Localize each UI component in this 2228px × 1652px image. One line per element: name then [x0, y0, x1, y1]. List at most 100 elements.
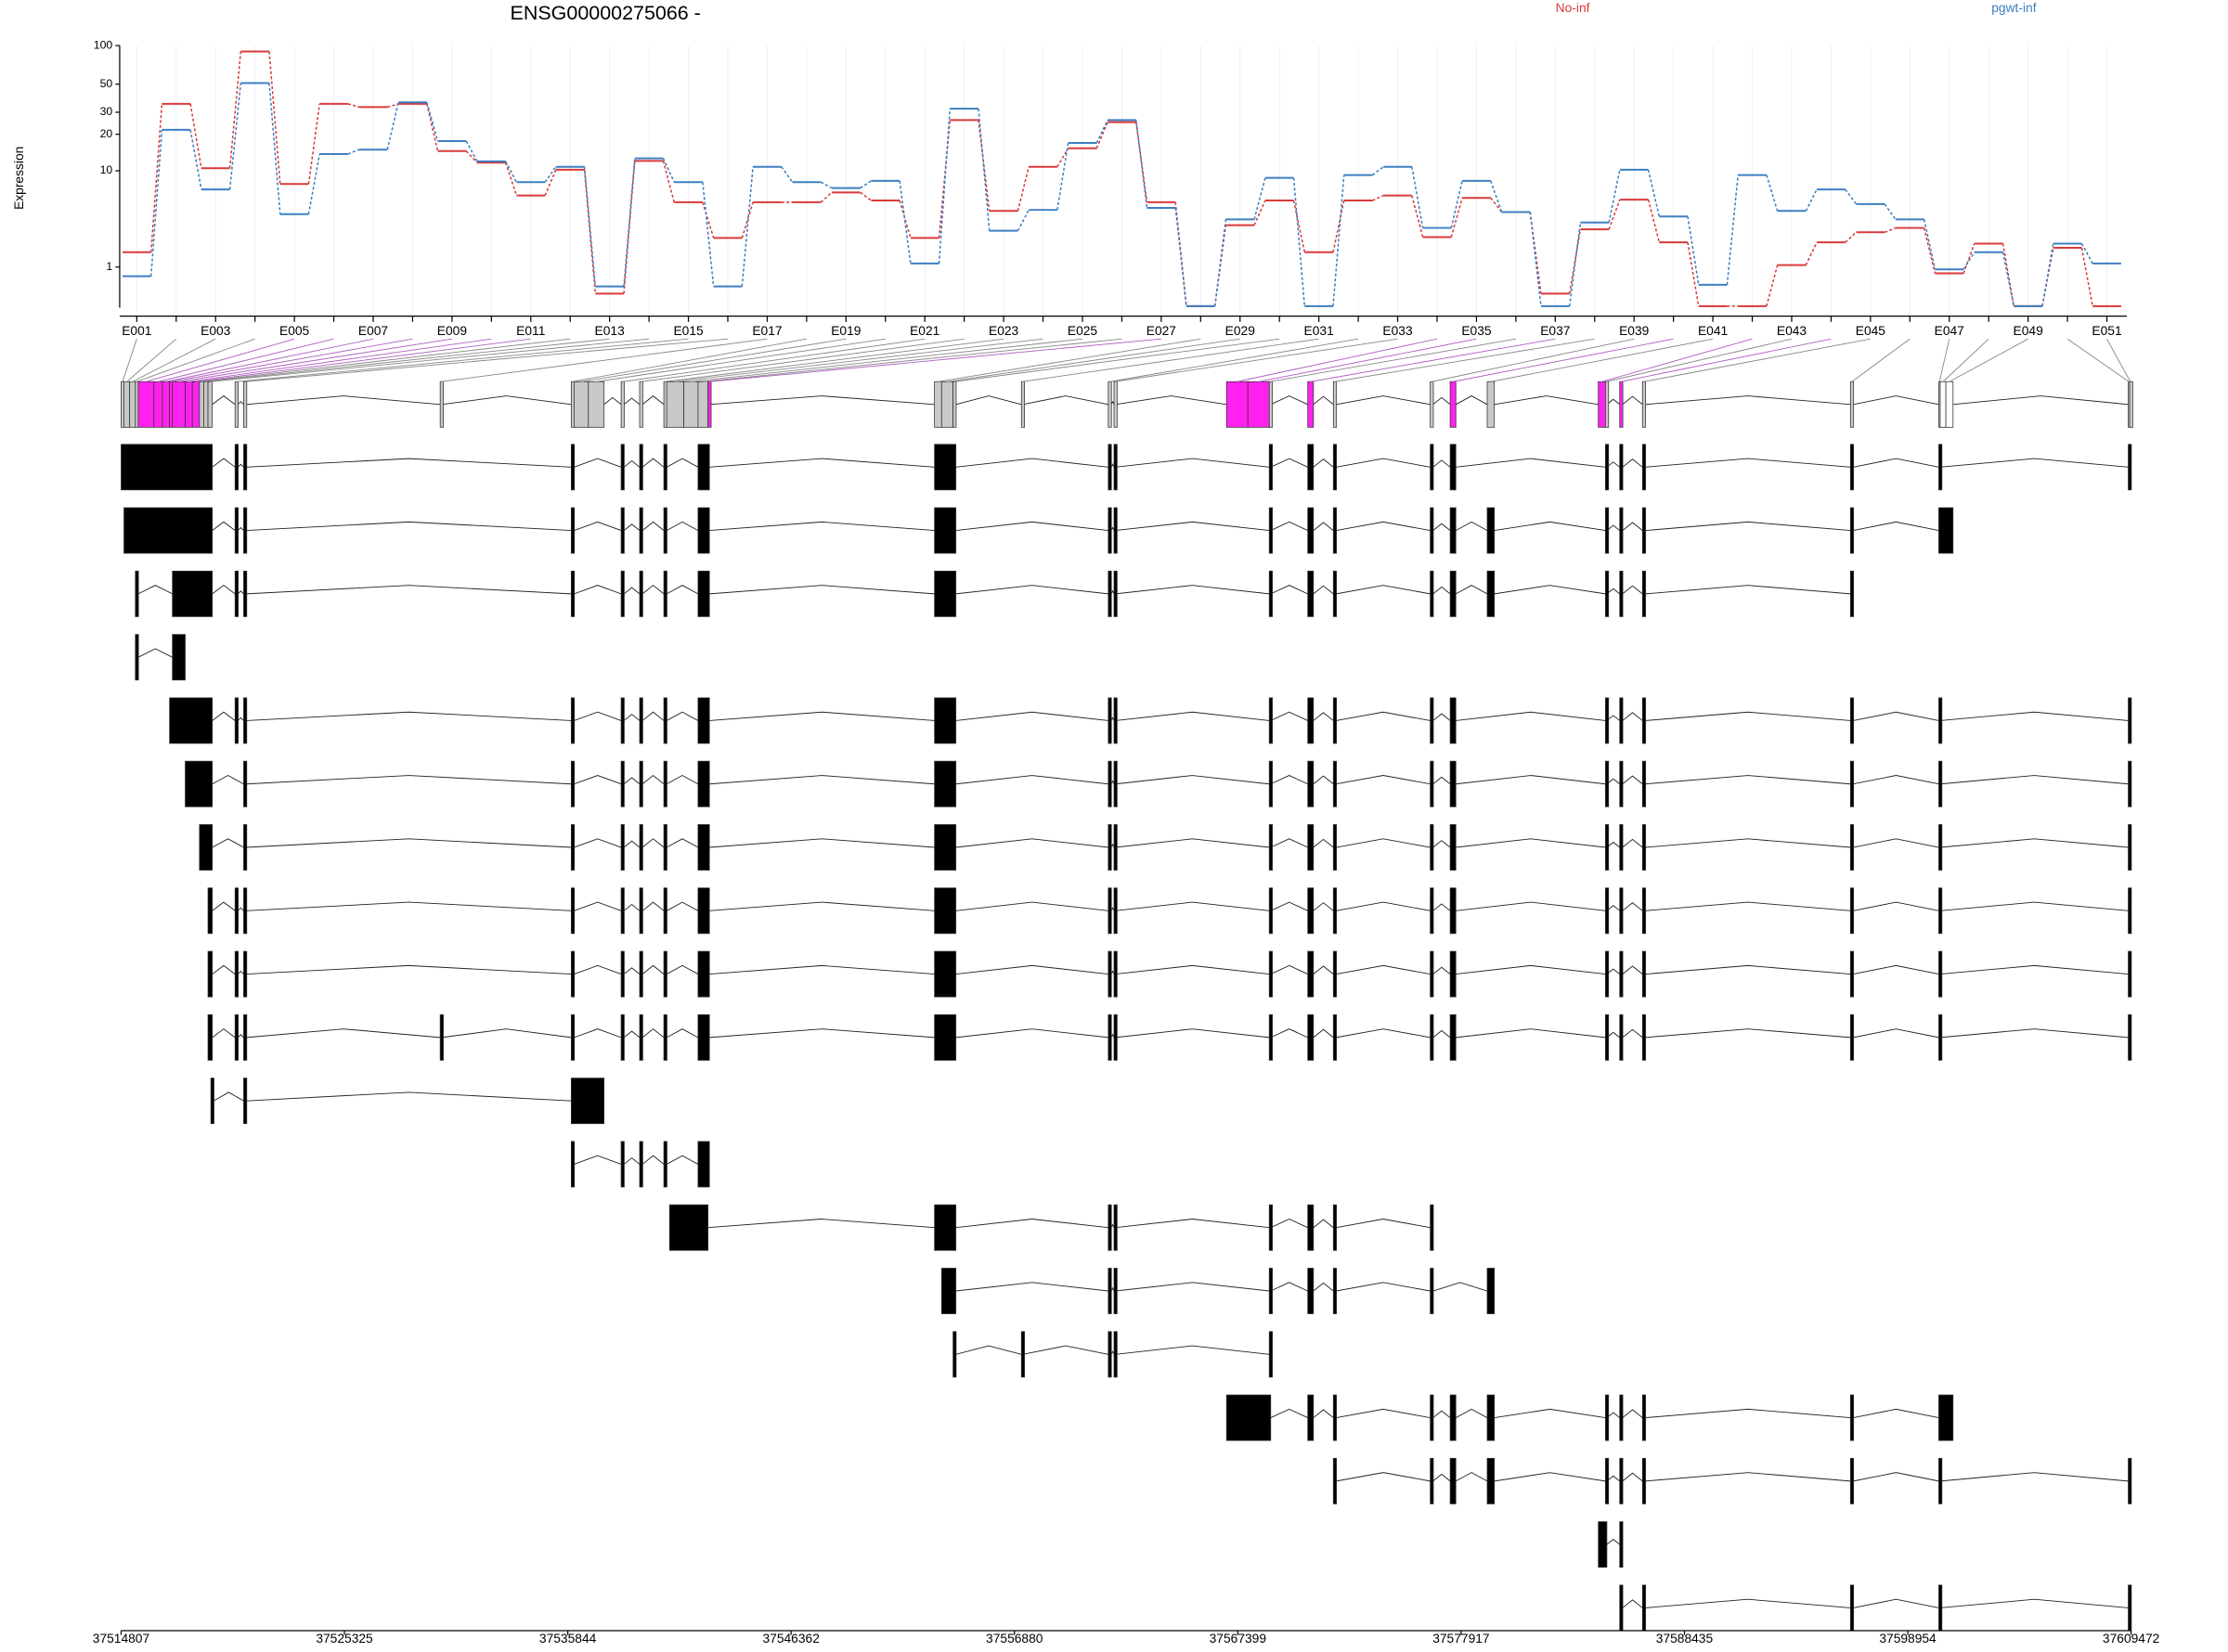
step-connector — [1962, 243, 1975, 274]
step-connector — [307, 153, 320, 214]
transcript-exon — [1641, 1013, 1647, 1061]
transcript-exon — [121, 444, 214, 491]
intron — [1456, 521, 1488, 531]
intron — [1270, 1219, 1308, 1229]
x-tick-label: E015 — [673, 323, 704, 338]
intron — [1645, 901, 1851, 911]
intron — [1432, 459, 1451, 468]
step-connector — [1687, 216, 1700, 286]
transcript-exon — [570, 760, 576, 807]
transcript-exon — [668, 1204, 709, 1251]
intron — [1313, 585, 1334, 595]
intron — [574, 838, 622, 848]
intron — [1606, 715, 1621, 721]
exon-connector — [703, 338, 1122, 382]
transcript-exon — [1849, 824, 1855, 871]
transcript-exon — [234, 950, 239, 998]
transcript-exon — [1449, 507, 1457, 554]
intron — [237, 590, 244, 595]
transcript-exon — [663, 507, 667, 554]
intron — [709, 775, 935, 785]
step-connector — [820, 191, 833, 203]
x-tick-label: E021 — [910, 323, 939, 338]
transcript-exon — [234, 570, 239, 617]
transcript-exon — [1849, 697, 1855, 744]
intron — [1456, 838, 1606, 848]
intron — [212, 964, 236, 974]
intron — [1456, 901, 1606, 911]
step-connector — [1292, 200, 1306, 252]
transcript-exon — [1108, 697, 1112, 744]
intron — [1939, 775, 2129, 785]
intron — [1115, 458, 1270, 468]
transcript-exon — [1307, 1394, 1315, 1441]
intron — [1115, 775, 1270, 785]
transcript-exon — [2128, 444, 2132, 491]
intron — [955, 775, 1108, 785]
exon-bin — [952, 381, 957, 428]
transcript-exon — [1113, 1331, 1118, 1378]
step-connector — [623, 158, 636, 287]
transcript-exon — [1938, 1457, 1943, 1504]
summary-intron — [1022, 395, 1108, 406]
intron — [1313, 965, 1334, 974]
transcript-exon — [123, 507, 214, 554]
step-connector — [1923, 227, 1937, 274]
exon-bin — [234, 381, 239, 428]
intron — [1606, 461, 1621, 468]
summary-intron — [1336, 395, 1431, 406]
exon-bin — [162, 381, 171, 428]
exon-bin — [1619, 381, 1624, 428]
exon-bin — [1430, 381, 1434, 428]
intron — [955, 585, 1108, 595]
intron — [1336, 775, 1431, 785]
transcript-exon — [934, 760, 957, 807]
exon-bin — [707, 381, 712, 428]
transcript-exon — [243, 950, 248, 998]
intron — [1432, 903, 1451, 911]
intron — [1939, 711, 2129, 721]
intron — [1313, 1282, 1334, 1292]
transcript-exon — [207, 887, 214, 935]
transcript-exon — [1307, 824, 1315, 871]
intron — [1645, 521, 1851, 532]
transcript-exon — [620, 950, 625, 998]
intron — [1939, 838, 2129, 848]
transcript-exon — [1113, 824, 1118, 871]
intron — [574, 458, 622, 468]
transcript-exon — [663, 760, 667, 807]
intron — [955, 1028, 1108, 1039]
intron — [623, 777, 641, 785]
x-tick-label: E045 — [1856, 323, 1886, 338]
x-tick-label: E031 — [1304, 323, 1334, 338]
transcript-exon — [234, 887, 239, 935]
step-connector — [505, 161, 518, 183]
step-connector — [820, 181, 833, 189]
transcript-exon — [639, 570, 643, 617]
intron — [1494, 1408, 1606, 1419]
transcript-exon — [663, 1141, 667, 1188]
intron — [1456, 711, 1606, 721]
transcript-exon — [1430, 760, 1434, 807]
transcript-exon — [697, 507, 710, 554]
intron — [1622, 1599, 1643, 1608]
exon-bin — [1945, 381, 1954, 428]
step-connector — [899, 180, 912, 265]
intron — [1494, 585, 1606, 595]
transcript-exon — [1430, 697, 1434, 744]
intron — [212, 775, 244, 785]
transcript-exon — [1641, 1584, 1647, 1632]
exon-connector — [2106, 338, 2131, 382]
x-tick-label: E011 — [516, 323, 545, 338]
transcript-exon — [1449, 1013, 1457, 1061]
x-tick-label: E039 — [1619, 323, 1650, 338]
chart-title: ENSG00000275066 - — [511, 2, 701, 24]
transcript-exon — [1332, 1457, 1338, 1504]
exon-bin — [683, 381, 699, 428]
intron — [623, 714, 641, 721]
intron — [1456, 775, 1606, 785]
intron — [955, 521, 1108, 532]
transcript-exon — [135, 570, 139, 617]
transcript-exon — [1449, 760, 1457, 807]
transcript-exon — [234, 1013, 239, 1061]
